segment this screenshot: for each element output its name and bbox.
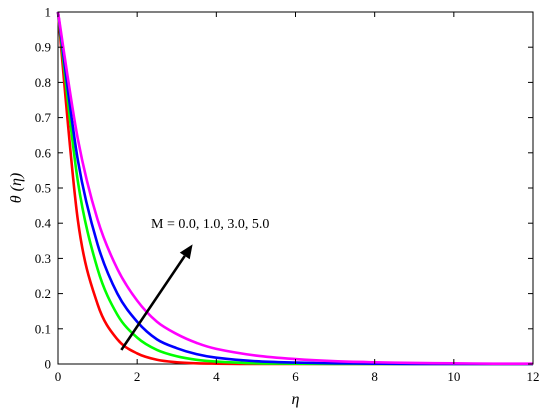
y-tick-label: 0.1: [35, 321, 51, 336]
annotation-arrow-shaft: [120, 255, 186, 351]
y-tick-label: 0.4: [35, 216, 52, 231]
series-line-3: [56, 11, 534, 366]
y-tick-label: 0.8: [35, 75, 51, 90]
y-tick-label: 1: [45, 5, 52, 20]
y-tick-label: 0.6: [35, 145, 52, 160]
annotation-text: M = 0.0, 1.0, 3.0, 5.0: [151, 217, 269, 232]
y-tick-label: 0.2: [35, 286, 51, 301]
y-tick-label: 0.9: [35, 40, 51, 55]
x-tick-label: 10: [447, 369, 460, 384]
y-tick-label: 0.5: [35, 181, 51, 196]
y-tick-label: 0: [45, 357, 52, 372]
x-axis-label: η: [292, 391, 300, 408]
annotation-layer: [120, 244, 193, 351]
x-tick-label: 0: [55, 369, 62, 384]
annotation-arrow-head: [179, 244, 193, 260]
y-axis-label: θ (η): [8, 173, 25, 203]
tick-layer: 0 2 4 6 8 10 12 0 0.1 0.2 0.3 0.4 0.5 0.6 0.7 0.8 0.9 1: [35, 5, 540, 385]
y-tick-label: 0.7: [35, 110, 52, 125]
y-tick-label: 0.3: [35, 251, 51, 266]
x-tick-label: 8: [371, 369, 378, 384]
x-tick-label: 6: [292, 369, 299, 384]
series-line-4: [56, 11, 534, 365]
x-tick-label: 2: [134, 369, 141, 384]
x-tick-label: 4: [213, 369, 220, 384]
series-layer: [56, 11, 534, 366]
x-tick-label: 12: [527, 369, 540, 384]
